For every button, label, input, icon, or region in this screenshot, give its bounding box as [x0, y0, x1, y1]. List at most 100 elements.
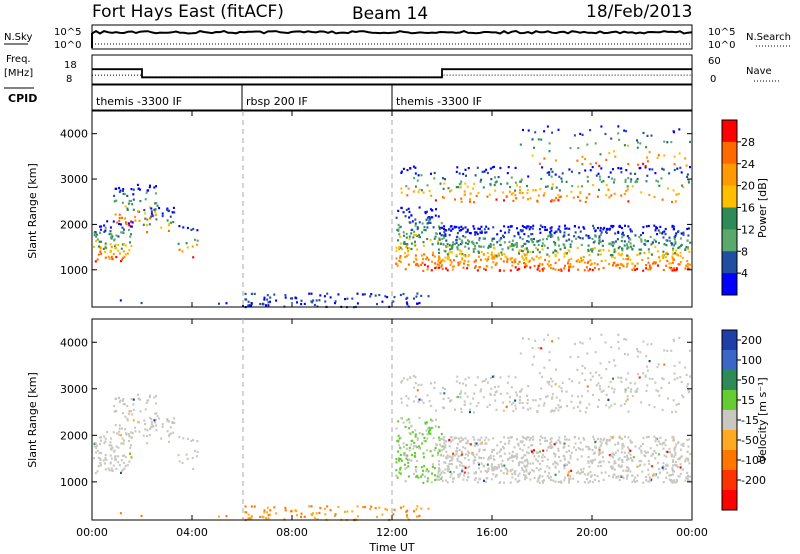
velocity-cell — [450, 456, 453, 459]
power-cell — [486, 171, 489, 175]
velocity-cell — [686, 478, 689, 481]
velocity-cell — [99, 458, 102, 461]
power-cell — [526, 250, 529, 253]
power-cell — [450, 247, 453, 250]
colorbar-cell — [722, 490, 737, 511]
power-cell — [553, 241, 556, 244]
power-cell — [196, 239, 199, 242]
power-cell — [430, 269, 433, 272]
power-cell — [673, 244, 676, 247]
velocity-cell — [458, 393, 461, 396]
velocity-cell — [132, 398, 135, 401]
power-cell — [104, 246, 107, 249]
velocity-cell — [414, 452, 416, 455]
velocity-cell — [408, 446, 411, 449]
power-cell — [626, 245, 629, 248]
power-cell — [648, 251, 651, 254]
velocity-cell — [544, 439, 547, 442]
velocity-cell — [426, 433, 429, 436]
power-cell — [613, 150, 615, 153]
power-cell — [546, 263, 549, 266]
colorbar-cell — [722, 470, 737, 491]
velocity-cell — [469, 443, 472, 446]
power-cell — [414, 254, 417, 257]
velocity-cell — [476, 376, 479, 379]
power-cell — [405, 236, 408, 239]
power-cell — [247, 304, 250, 307]
power-cell — [107, 255, 110, 258]
velocity-cell — [611, 465, 614, 468]
velocity-cell — [539, 398, 542, 401]
velocity-cell — [682, 442, 685, 445]
velocity-cell — [514, 472, 517, 476]
power-cell — [154, 210, 157, 213]
velocity-cell — [461, 464, 464, 467]
colorbar-cell — [722, 207, 737, 230]
velocity-cell — [651, 452, 654, 455]
velocity-cell — [398, 457, 401, 460]
velocity-cell — [636, 387, 639, 390]
colorbar-tick-label: -200 — [741, 474, 766, 487]
power-cell — [423, 228, 426, 231]
velocity-cell — [449, 475, 452, 478]
power-cell — [493, 184, 496, 187]
power-cell — [431, 209, 433, 212]
velocity-cell — [155, 429, 158, 432]
power-cell — [682, 233, 685, 236]
power-cell — [109, 236, 112, 239]
velocity-cell — [466, 439, 469, 442]
velocity-cell — [397, 420, 400, 423]
power-cell — [586, 180, 589, 183]
velocity-cell — [526, 464, 529, 467]
velocity-cell — [558, 470, 561, 473]
velocity-cell — [192, 467, 195, 471]
nsky-label: N.Sky — [4, 32, 32, 43]
power-cell — [568, 227, 571, 230]
power-cell — [596, 263, 599, 266]
velocity-cell — [465, 442, 468, 445]
power-cell — [547, 235, 550, 238]
power-cell — [629, 238, 632, 241]
power-cell — [117, 235, 120, 238]
power-cell — [579, 190, 582, 193]
power-cell — [117, 243, 120, 246]
velocity-cell — [532, 452, 535, 455]
power-cell — [454, 243, 456, 246]
velocity-cell — [605, 393, 608, 396]
power-cell — [568, 168, 571, 171]
velocity-cell — [515, 453, 518, 456]
velocity-cell — [525, 437, 528, 440]
velocity-cell — [605, 440, 608, 443]
power-cell — [130, 220, 133, 223]
power-cell — [450, 261, 453, 264]
velocity-cell — [128, 410, 131, 413]
velocity-cell — [647, 468, 650, 471]
power-cell — [642, 226, 645, 229]
power-cell — [675, 253, 678, 256]
power-cell — [634, 268, 637, 271]
velocity-cell — [657, 476, 659, 479]
velocity-cell — [414, 435, 417, 438]
velocity-cell — [547, 446, 550, 449]
power-cell — [686, 260, 689, 263]
velocity-cell — [538, 439, 541, 442]
power-cell — [489, 183, 492, 186]
velocity-cell — [523, 459, 526, 462]
velocity-cell — [495, 390, 498, 393]
velocity-cell — [632, 456, 635, 459]
power-cell — [487, 256, 490, 259]
colorbar-tick-label: 16 — [741, 202, 755, 215]
velocity-cell — [451, 438, 454, 442]
velocity-cell — [132, 408, 135, 411]
power-cell — [439, 227, 442, 230]
velocity-cell — [601, 451, 604, 454]
power-cell — [647, 261, 650, 264]
power-cell — [455, 241, 458, 244]
power-cell — [558, 258, 561, 261]
power-cell — [658, 241, 660, 245]
power-cell — [506, 172, 509, 175]
velocity-cell — [522, 337, 524, 340]
power-cell — [612, 181, 615, 184]
power-cell — [161, 215, 164, 218]
